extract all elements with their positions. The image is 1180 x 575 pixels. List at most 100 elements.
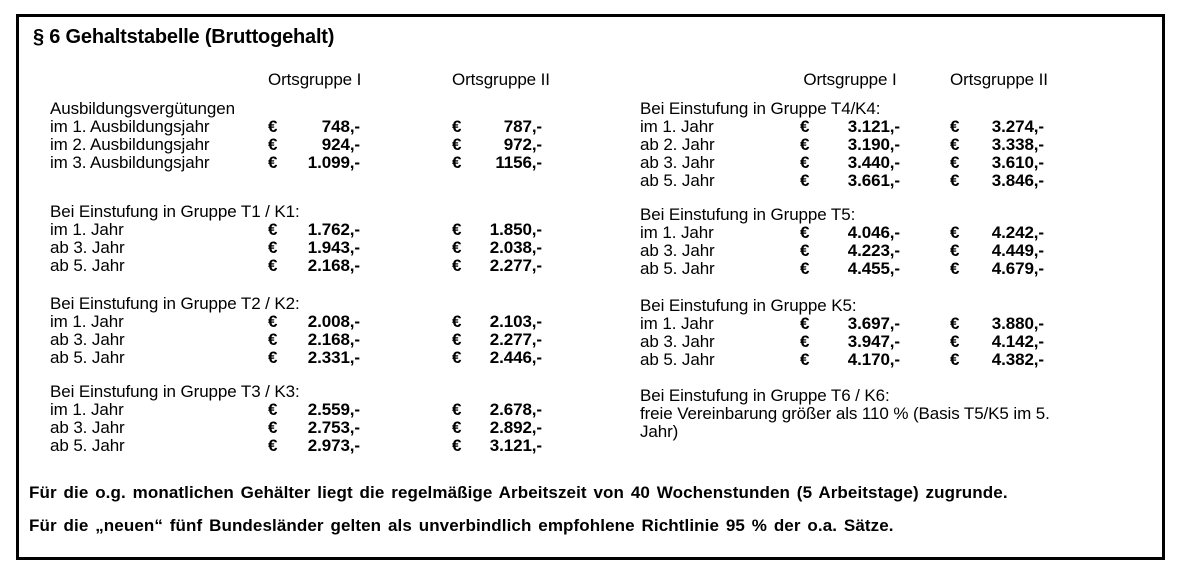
salary-row: ab 5. Jahr €4.170,- €4.382,-: [640, 351, 1068, 369]
amount-ortsgruppe-1: 1.943,-: [307, 238, 360, 257]
amount-ortsgruppe-1: 4.046,-: [847, 223, 900, 242]
euro-symbol: €: [268, 312, 278, 331]
row-label: im 1. Jahr: [640, 117, 714, 136]
salary-section: Bei Einstufung in Gruppe T1 / K1: im 1. J…: [50, 203, 562, 275]
row-label: im 1. Jahr: [50, 312, 124, 331]
euro-symbol: €: [268, 135, 278, 154]
euro-symbol: €: [268, 256, 278, 275]
row-label: ab 5. Jahr: [640, 350, 715, 369]
euro-symbol: €: [950, 171, 960, 190]
amount-ortsgruppe-2: 2.277,-: [489, 256, 542, 275]
amount-ortsgruppe-1: 2.331,-: [307, 348, 360, 367]
euro-symbol: €: [452, 348, 462, 367]
salary-section: Bei Einstufung in Gruppe T5: im 1. Jahr €4…: [640, 206, 1068, 278]
euro-symbol: €: [950, 153, 960, 172]
amount-ortsgruppe-2: 1.850,-: [489, 220, 542, 239]
euro-symbol: €: [950, 259, 960, 278]
amount-ortsgruppe-2: 3.338,-: [991, 135, 1044, 154]
amount-ortsgruppe-1: 3.697,-: [847, 314, 900, 333]
amount-ortsgruppe-1: 2.753,-: [307, 418, 360, 437]
salary-row: im 3. Ausbildungsjahr €1.099,- €1156,-: [50, 154, 562, 172]
salary-row: im 1. Jahr €1.762,- €1.850,-: [50, 221, 562, 239]
amount-ortsgruppe-2: 1156,-: [495, 153, 542, 172]
row-label: im 1. Jahr: [640, 314, 714, 333]
salary-section: Bei Einstufung in Gruppe T2 / K2: im 1. J…: [50, 295, 562, 367]
salary-row: im 1. Jahr €2.559,- €2.678,-: [50, 401, 562, 419]
left-column: Ortsgruppe I Ortsgruppe II Ausbildungsve…: [50, 71, 562, 475]
amount-ortsgruppe-2: 3.274,-: [991, 117, 1044, 136]
amount-ortsgruppe-2: 2.892,-: [489, 418, 542, 437]
salary-row: im 1. Jahr €3.697,- €3.880,-: [640, 315, 1068, 333]
euro-symbol: €: [452, 330, 462, 349]
amount-ortsgruppe-2: 3.610,-: [991, 153, 1044, 172]
row-label: im 1. Jahr: [640, 223, 714, 242]
row-label: ab 5. Jahr: [50, 436, 125, 455]
salary-section: Ausbildungsvergütungen im 1. Ausbildungsj…: [50, 100, 562, 172]
column-header-row: Ortsgruppe I Ortsgruppe II: [640, 71, 1068, 89]
column-header-row: Ortsgruppe I Ortsgruppe II: [50, 71, 562, 89]
euro-symbol: €: [800, 153, 810, 172]
amount-ortsgruppe-1: 748,-: [321, 117, 360, 136]
euro-symbol: €: [950, 314, 960, 333]
amount-ortsgruppe-1: 4.170,-: [847, 350, 900, 369]
salary-row: ab 3. Jahr €2.753,- €2.892,-: [50, 419, 562, 437]
row-label: im 1. Jahr: [50, 400, 124, 419]
euro-symbol: €: [268, 348, 278, 367]
euro-symbol: €: [452, 220, 462, 239]
salary-row: ab 3. Jahr €3.440,- €3.610,-: [640, 154, 1068, 172]
row-label: im 2. Ausbildungsjahr: [50, 135, 210, 154]
salary-row: ab 5. Jahr €2.973,- €3.121,-: [50, 437, 562, 455]
amount-ortsgruppe-1: 1.099,-: [307, 153, 360, 172]
amount-ortsgruppe-2: 787,-: [503, 117, 542, 136]
amount-ortsgruppe-1: 2.559,-: [307, 400, 360, 419]
salary-row: im 2. Ausbildungsjahr €924,- €972,-: [50, 136, 562, 154]
salary-row: ab 5. Jahr €2.331,- €2.446,-: [50, 349, 562, 367]
euro-symbol: €: [800, 259, 810, 278]
amount-ortsgruppe-2: 4.242,-: [991, 223, 1044, 242]
row-label: ab 5. Jahr: [50, 348, 125, 367]
amount-ortsgruppe-1: 4.455,-: [847, 259, 900, 278]
row-label: ab 2. Jahr: [640, 135, 715, 154]
euro-symbol: €: [268, 238, 278, 257]
euro-symbol: €: [950, 135, 960, 154]
salary-row: ab 5. Jahr €2.168,- €2.277,-: [50, 257, 562, 275]
amount-ortsgruppe-2: 2.277,-: [489, 330, 542, 349]
salary-section: Bei Einstufung in Gruppe T3 / K3: im 1. J…: [50, 383, 562, 455]
euro-symbol: €: [452, 436, 462, 455]
amount-ortsgruppe-2: 4.142,-: [991, 332, 1044, 351]
amount-ortsgruppe-1: 3.661,-: [847, 171, 900, 190]
euro-symbol: €: [800, 135, 810, 154]
amount-ortsgruppe-2: 3.846,-: [991, 171, 1044, 190]
euro-symbol: €: [268, 117, 278, 136]
euro-symbol: €: [268, 400, 278, 419]
page-title: § 6 Gehaltstabelle (Bruttogehalt): [33, 26, 335, 48]
euro-symbol: €: [800, 223, 810, 242]
amount-ortsgruppe-2: 4.382,-: [991, 350, 1044, 369]
salary-row: im 1. Jahr €3.121,- €3.274,-: [640, 118, 1068, 136]
euro-symbol: €: [452, 153, 462, 172]
euro-symbol: €: [800, 332, 810, 351]
row-label: ab 3. Jahr: [50, 330, 125, 349]
euro-symbol: €: [268, 220, 278, 239]
amount-ortsgruppe-2: 3.880,-: [991, 314, 1044, 333]
row-label: ab 3. Jahr: [640, 332, 715, 351]
amount-ortsgruppe-1: 2.168,-: [307, 256, 360, 275]
euro-symbol: €: [452, 117, 462, 136]
euro-symbol: €: [268, 153, 278, 172]
right-column: Ortsgruppe I Ortsgruppe II Bei Einstufun…: [640, 71, 1068, 461]
row-label: ab 5. Jahr: [50, 256, 125, 275]
amount-ortsgruppe-2: 2.678,-: [489, 400, 542, 419]
column-header-ortsgruppe-2: Ortsgruppe II: [950, 70, 1048, 89]
section-heading: Bei Einstufung in Gruppe T1 / K1:: [50, 202, 300, 221]
row-label: im 1. Ausbildungsjahr: [50, 117, 210, 136]
salary-row: ab 3. Jahr €4.223,- €4.449,-: [640, 242, 1068, 260]
section-heading: Ausbildungsvergütungen: [50, 99, 235, 118]
row-label: ab 3. Jahr: [50, 418, 125, 437]
row-label: ab 3. Jahr: [640, 153, 715, 172]
amount-ortsgruppe-1: 2.168,-: [307, 330, 360, 349]
salary-section: Bei Einstufung in Gruppe K5: im 1. Jahr €3…: [640, 297, 1068, 369]
salary-row: ab 5. Jahr €4.455,- €4.679,-: [640, 260, 1068, 278]
amount-ortsgruppe-1: 3.440,-: [847, 153, 900, 172]
euro-symbol: €: [452, 418, 462, 437]
amount-ortsgruppe-2: 2.103,-: [489, 312, 542, 331]
